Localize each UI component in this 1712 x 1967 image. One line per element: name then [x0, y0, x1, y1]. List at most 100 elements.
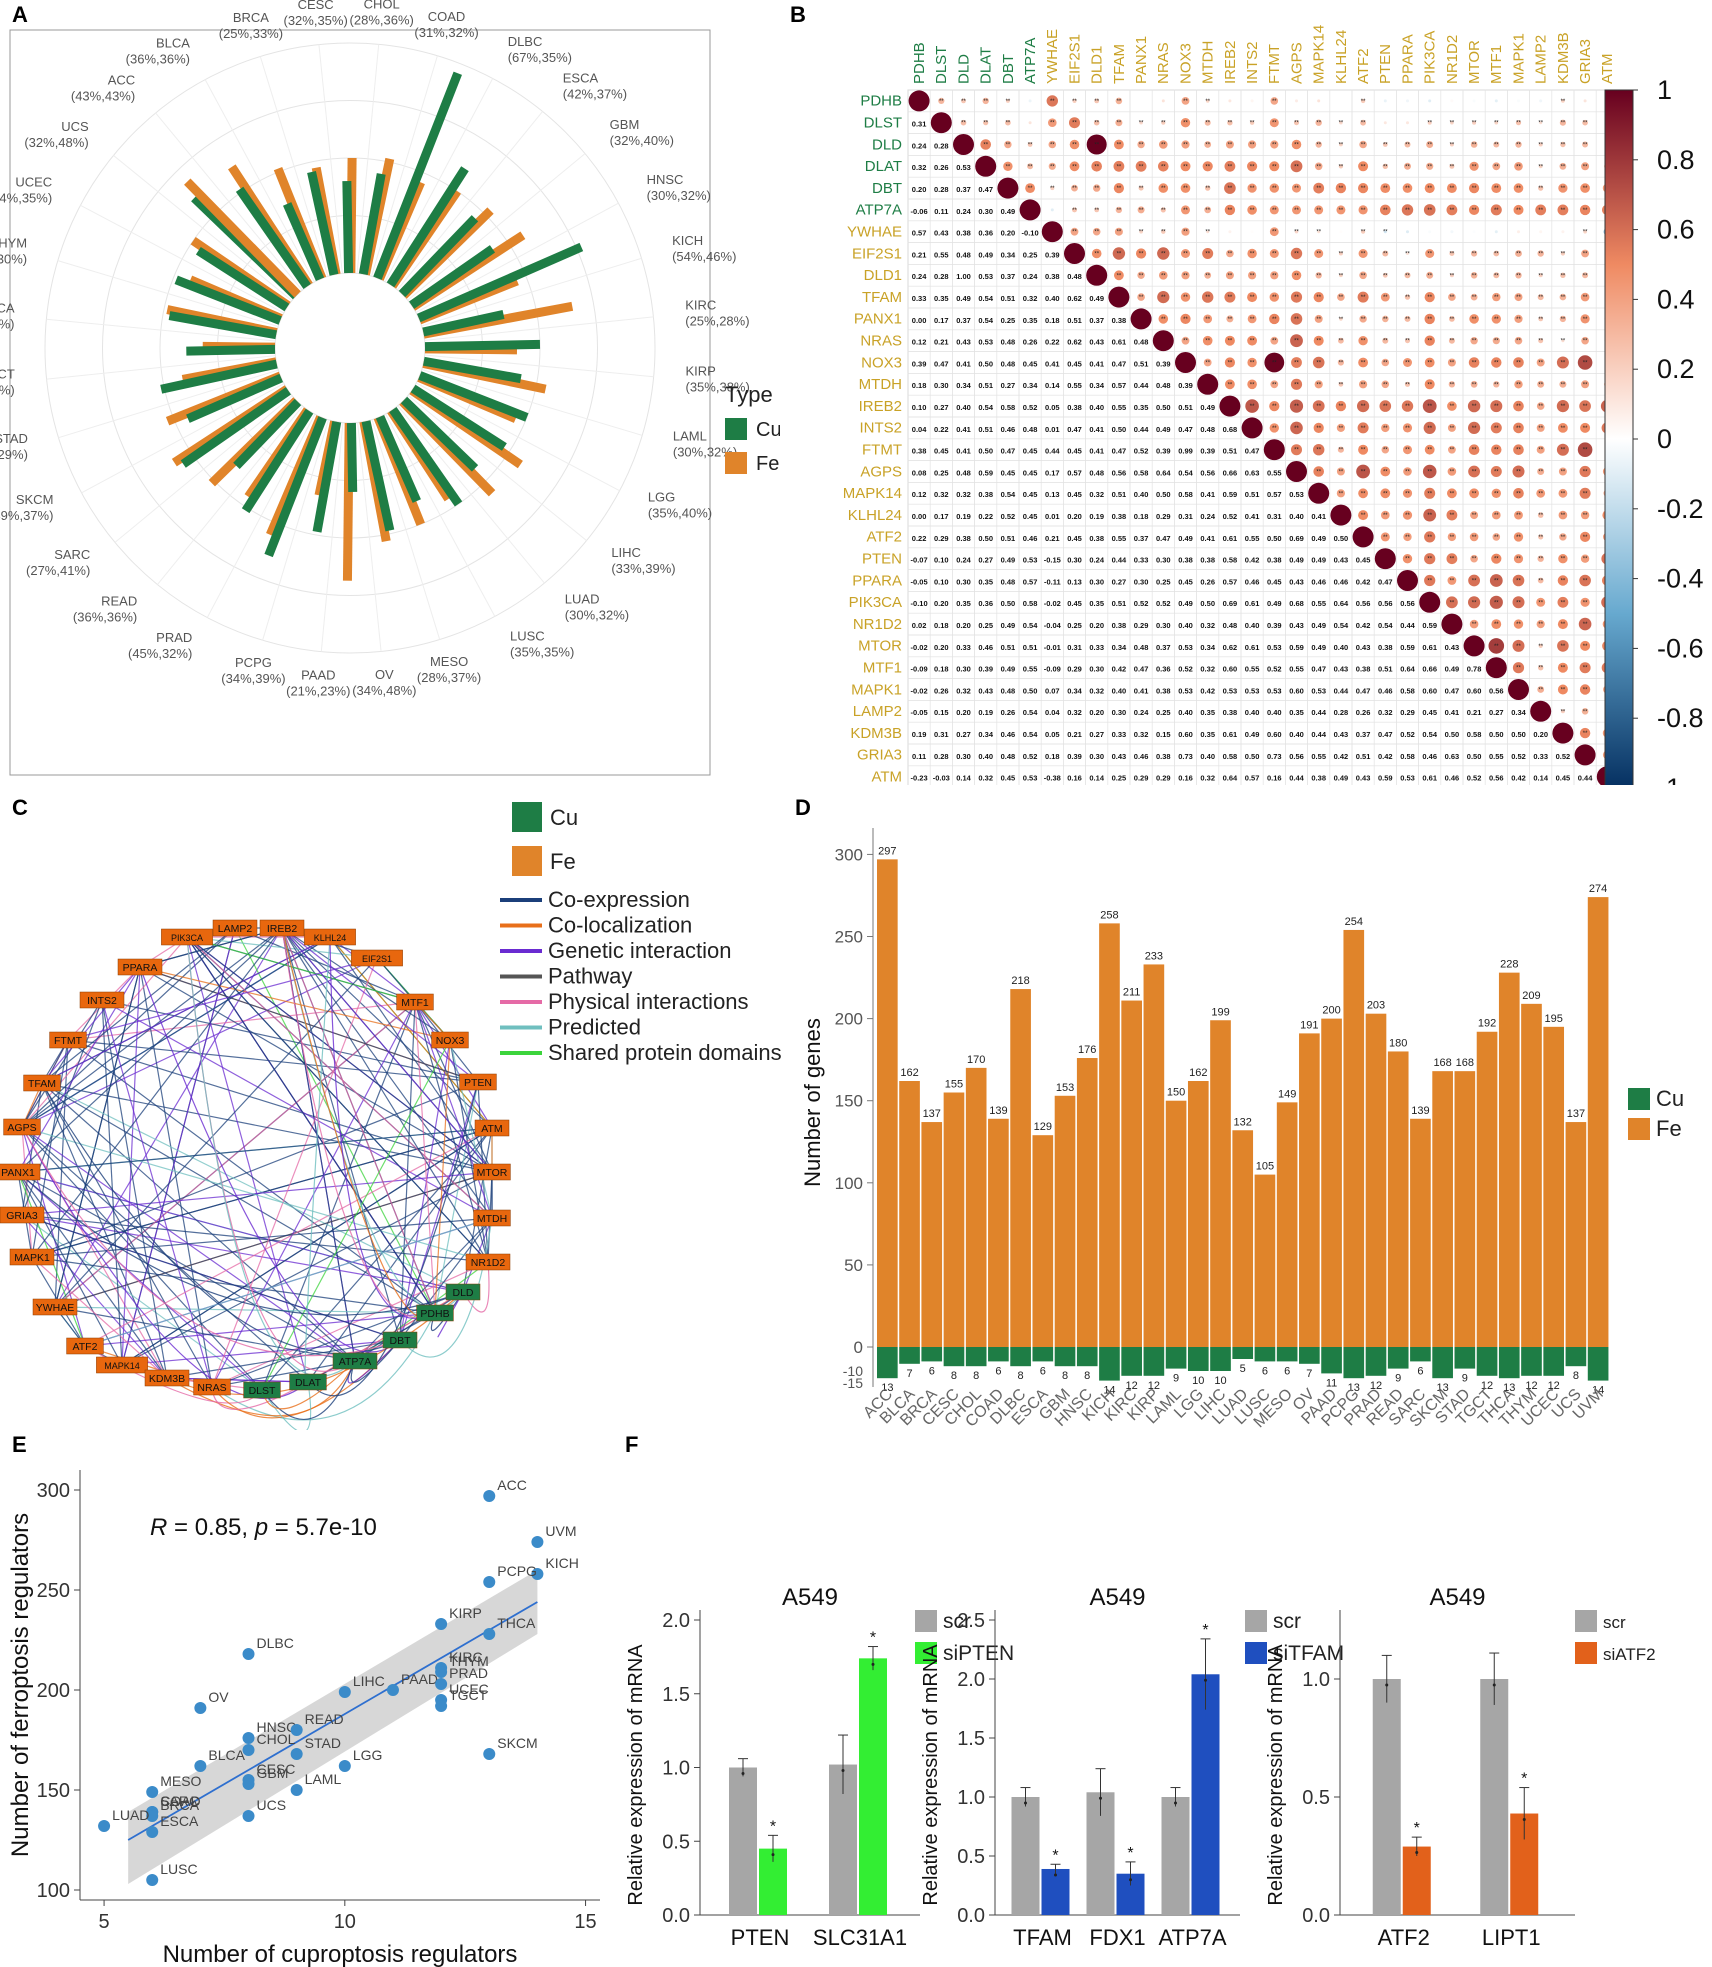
heatmap-value: 0.25: [1156, 577, 1171, 586]
d-bar-cu-thca: [1498, 1347, 1520, 1379]
radial-category-label: MESO: [430, 654, 468, 669]
heatmap-significance: **: [1472, 339, 1477, 345]
heatmap-circle: [1290, 378, 1303, 390]
heatmap-significance: **: [1561, 273, 1566, 279]
heatmap-value: 0.58: [1178, 490, 1193, 499]
heatmap-circle: [960, 119, 967, 126]
heatmap-significance: **: [1294, 143, 1299, 149]
d-bar-cu-laml: [1165, 1347, 1187, 1369]
heatmap-circle: [1424, 292, 1435, 303]
e-point-label: SKCM: [497, 1735, 537, 1751]
heatmap-value: 0.39: [1267, 621, 1282, 630]
heatmap-significance: **: [1538, 382, 1543, 388]
network-node-atp7a: [332, 1352, 378, 1370]
heatmap-significance: **: [1450, 121, 1455, 127]
network-edge: [234, 927, 436, 1314]
heatmap-circle: [1403, 445, 1412, 455]
heatmap-value: 0.29: [1067, 665, 1082, 674]
heatmap-significance: **: [1561, 317, 1566, 323]
heatmap-value: 0.58: [1223, 752, 1238, 761]
heatmap-significance: **: [1450, 535, 1455, 541]
heatmap-circle: [1093, 119, 1100, 126]
heatmap-value: 0.36: [978, 229, 993, 238]
e-point-hnsc: [242, 1732, 255, 1744]
heatmap-value: -0.23: [911, 774, 928, 783]
heatmap-circle: [1205, 99, 1210, 103]
d-legend-swatch-fe: [1628, 1118, 1650, 1140]
heatmap-circle: [1424, 553, 1436, 565]
legend-edge-label: Predicted: [548, 1015, 641, 1040]
f-significance: *: [1521, 1771, 1527, 1788]
heatmap-significance: **: [1494, 404, 1499, 410]
heatmap-diagonal: [1352, 526, 1374, 548]
heatmap-value: 0.27: [1001, 381, 1016, 390]
heatmap-circle: [1005, 98, 1010, 103]
heatmap-value: 0.55: [1489, 752, 1504, 761]
d-bar-cu-label: 12: [1481, 1380, 1493, 1392]
heatmap-row-label: YWHAE: [847, 223, 902, 240]
radial-bar-cu-cesc: [307, 171, 339, 276]
heatmap-circle: [1025, 183, 1035, 194]
heatmap-circle: [1404, 162, 1411, 170]
heatmap-value: 0.35: [956, 599, 971, 608]
e-point-lusc: [146, 1874, 159, 1886]
heatmap-value: 0.42: [1378, 752, 1393, 761]
heatmap-significance: **: [1538, 688, 1543, 694]
heatmap-value: 0.53: [1178, 643, 1193, 652]
heatmap-significance: **: [1583, 731, 1588, 737]
network-node-ints2: [79, 991, 125, 1009]
network-node-label: PDHB: [420, 1308, 449, 1320]
e-point-label: CHOL: [257, 1731, 296, 1747]
radial-category-label: LUSC: [510, 629, 545, 644]
heatmap-circle: [1423, 421, 1436, 434]
heatmap-significance: **: [1272, 404, 1277, 410]
heatmap-significance: **: [1583, 382, 1588, 388]
heatmap-value: 0.40: [1245, 708, 1260, 717]
heatmap-value: 0.42: [1356, 577, 1371, 586]
heatmap-circle: [1269, 292, 1279, 302]
heatmap-value: 0.14: [1533, 774, 1548, 783]
heatmap-significance: **: [1450, 426, 1455, 432]
heatmap-significance: **: [1272, 143, 1277, 149]
radial-bar-cu-paad: [346, 422, 358, 493]
heatmap-circle: [1269, 423, 1279, 433]
radial-percent-label: (54%,46%): [672, 249, 736, 264]
network-edge: [101, 999, 168, 1379]
heatmap-significance: **: [1405, 273, 1410, 279]
heatmap-circle: [1581, 708, 1589, 715]
heatmap-value: 0.27: [1112, 577, 1127, 586]
heatmap-value: 0.42: [1200, 686, 1215, 695]
heatmap-value: 0.40: [1045, 294, 1060, 303]
heatmap-significance: **: [1427, 535, 1432, 541]
radial-bar-cu-kich: [416, 242, 584, 323]
heatmap-value: 0.47: [1067, 425, 1082, 434]
heatmap-significance: **: [1450, 186, 1455, 192]
d-bar-cu-tgct: [1476, 1347, 1498, 1376]
heatmap-significance: **: [1383, 361, 1388, 367]
radial-percent-label: (31%,32%): [414, 25, 478, 40]
heatmap-circle: [1469, 532, 1479, 542]
radial-percent-label: (27%,34%): [0, 316, 14, 331]
heatmap-value: 0.50: [1023, 686, 1038, 695]
heatmap-significance: **: [1250, 252, 1255, 258]
heatmap-value: 0.11: [934, 207, 948, 216]
network-edge: [21, 1171, 493, 1216]
heatmap-circle: [1181, 336, 1190, 345]
heatmap-value: 0.47: [1378, 730, 1393, 739]
heatmap-circle: [1492, 337, 1500, 345]
heatmap-value: 0.44: [1289, 774, 1304, 783]
heatmap-value: 0.40: [1289, 512, 1304, 521]
heatmap-value: 0.50: [1245, 752, 1260, 761]
radial-category-label: STAD: [0, 431, 28, 446]
heatmap-value: 0.62: [1223, 643, 1238, 652]
heatmap-value: 0.47: [1178, 425, 1193, 434]
heatmap-significance: **: [1583, 688, 1588, 694]
heatmap-value: 0.66: [1223, 468, 1238, 477]
heatmap-circle: [1449, 142, 1454, 147]
heatmap-value: 0.21: [1467, 708, 1482, 717]
heatmap-value: 0.40: [1200, 752, 1215, 761]
heatmap-significance: **: [1339, 470, 1344, 476]
heatmap-value: 0.20: [934, 643, 949, 652]
heatmap-circle: [1493, 141, 1500, 148]
